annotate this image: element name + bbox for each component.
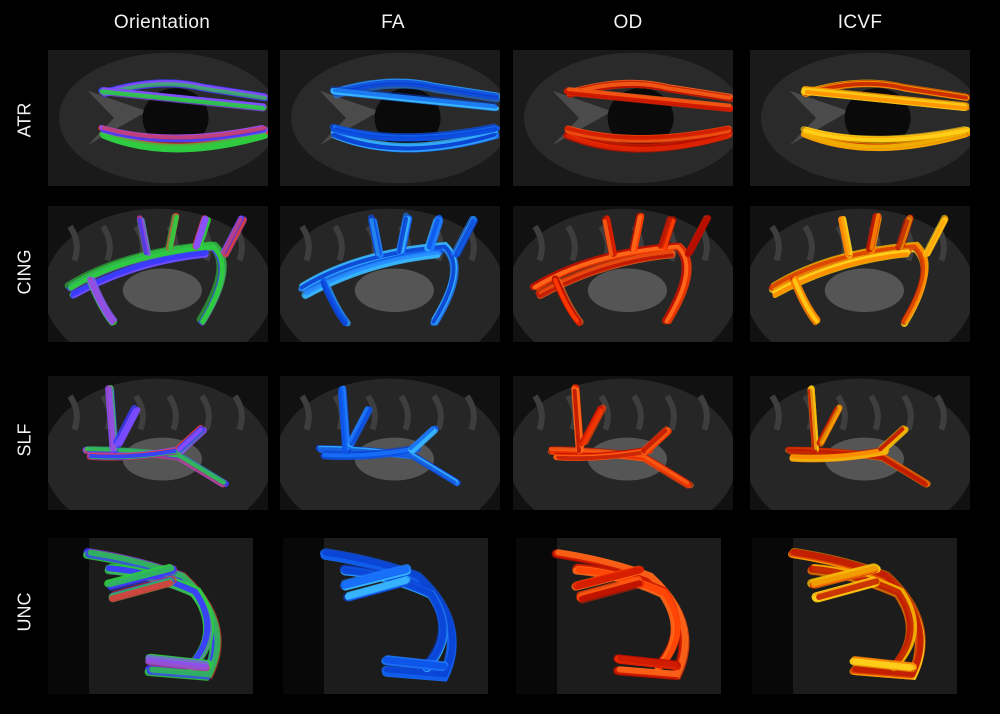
row-label-atr: ATR	[14, 102, 35, 138]
panel-cing-orientation	[48, 206, 268, 342]
column-header-icvf: ICVF	[837, 12, 883, 33]
panel-cing-od	[513, 206, 733, 342]
panel-slf-orientation	[48, 376, 268, 510]
row-label-cing: CING	[14, 249, 35, 295]
panel-unc-orientation	[48, 538, 253, 694]
panel-slf-icvf	[750, 376, 970, 510]
column-header-od: OD	[613, 12, 643, 33]
panel-cing-icvf	[750, 206, 970, 342]
row-label-unc: UNC	[14, 592, 35, 632]
panel-unc-od	[516, 538, 721, 694]
panel-slf-fa	[280, 376, 500, 510]
panel-atr-icvf	[750, 50, 970, 186]
panel-atr-fa	[280, 50, 500, 186]
panel-unc-fa	[283, 538, 488, 694]
row-label-slf: SLF	[14, 423, 35, 457]
panel-atr-orientation	[48, 50, 268, 186]
column-header-orientation: Orientation	[113, 12, 211, 33]
column-header-fa: FA	[381, 12, 405, 33]
panel-atr-od	[513, 50, 733, 186]
panel-unc-icvf	[752, 538, 957, 694]
panel-slf-od	[513, 376, 733, 510]
panel-cing-fa	[280, 206, 500, 342]
